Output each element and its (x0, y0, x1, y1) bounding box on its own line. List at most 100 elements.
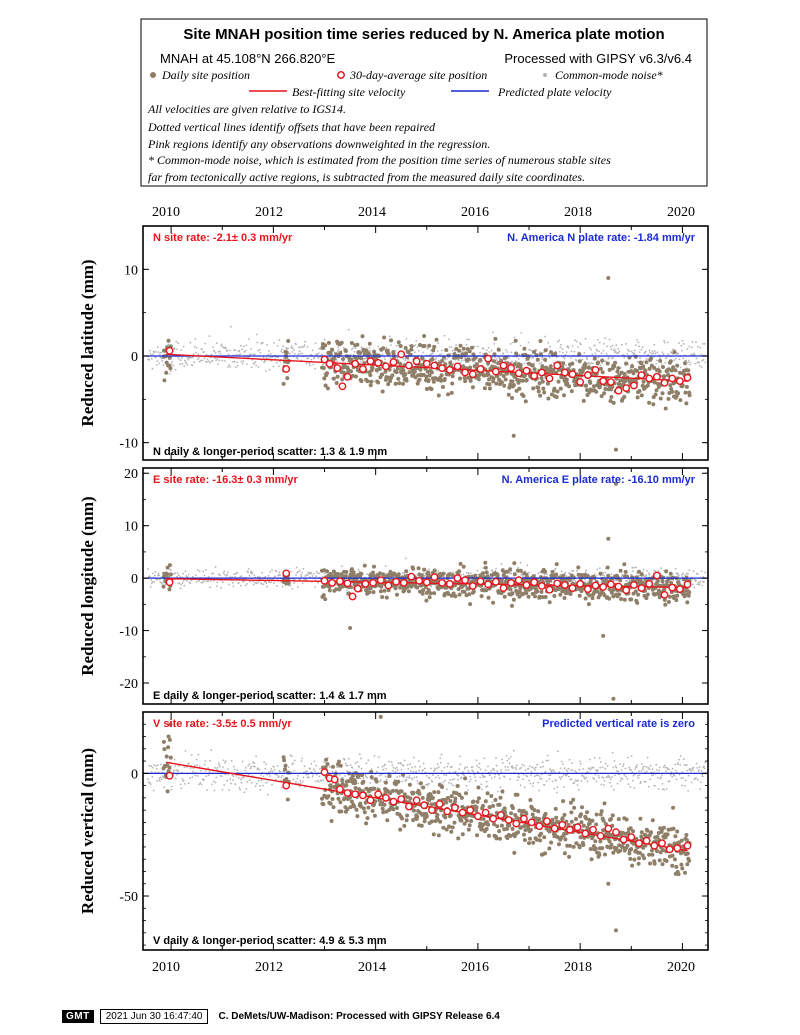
common-mode-point (697, 581, 700, 584)
daily-position-point (349, 799, 354, 804)
avg-position-point (384, 581, 393, 590)
daily-position-point (543, 357, 548, 362)
common-mode-point (478, 762, 481, 765)
common-mode-point (213, 789, 216, 792)
panel-east-frame (142, 467, 709, 705)
common-mode-point (642, 360, 645, 363)
daily-position-point (587, 593, 592, 598)
common-mode-point (302, 568, 305, 570)
common-mode-point (216, 766, 219, 769)
daily-position-point (499, 380, 504, 385)
common-mode-point (285, 347, 288, 349)
common-mode-point (639, 780, 642, 783)
common-mode-point (423, 767, 426, 770)
common-mode-point (584, 777, 586, 780)
common-mode-point (395, 770, 397, 773)
common-mode-point (569, 366, 572, 369)
daily-position-point (554, 370, 559, 375)
common-mode-point (223, 573, 226, 576)
daily-position-point (398, 361, 403, 366)
common-mode-point (318, 572, 321, 575)
daily-position-point (458, 561, 463, 566)
daily-position-point (510, 396, 514, 400)
daily-position-point (591, 384, 596, 389)
common-mode-point (508, 757, 510, 760)
daily-position-point (338, 800, 343, 805)
common-mode-point (674, 763, 677, 766)
avg-position-point (507, 364, 515, 372)
common-mode-point (703, 767, 706, 770)
common-mode-point (630, 573, 632, 576)
common-mode-point (609, 778, 612, 780)
common-mode-point (663, 788, 665, 791)
daily-position-point (609, 590, 614, 595)
common-mode-point (366, 573, 369, 575)
common-mode-point (422, 769, 424, 771)
common-mode-point (597, 769, 599, 772)
common-mode-point (598, 776, 600, 779)
daily-position-point (517, 594, 522, 599)
common-mode-point (527, 341, 530, 344)
common-mode-point (233, 573, 235, 575)
common-mode-point (192, 356, 194, 359)
common-mode-point (406, 764, 409, 766)
common-mode-point (538, 362, 541, 365)
common-mode-point (516, 779, 519, 781)
common-mode-point (296, 774, 299, 777)
common-mode-point (318, 775, 321, 778)
avg-position-point (381, 362, 390, 371)
avg-position-point (282, 365, 291, 373)
daily-position-point (444, 800, 449, 805)
common-mode-point (198, 357, 200, 359)
daily-position-point (359, 356, 364, 361)
daily-position-point (586, 365, 591, 370)
common-mode-point (480, 783, 483, 786)
daily-position-point (555, 389, 560, 394)
common-mode-point (560, 343, 562, 346)
common-mode-point (246, 363, 248, 365)
common-mode-point (292, 778, 295, 781)
daily-position-point (463, 379, 468, 384)
daily-position-point (543, 348, 548, 353)
common-mode-point (390, 344, 392, 346)
common-mode-point (447, 338, 450, 341)
daily-position-point (453, 796, 458, 801)
common-mode-point (260, 779, 263, 782)
daily-position-point (401, 368, 406, 373)
common-mode-point (408, 775, 411, 777)
common-mode-point (300, 573, 302, 576)
daily-position-point (447, 572, 452, 577)
common-mode-point (306, 770, 308, 772)
common-mode-point (666, 341, 669, 344)
common-mode-point (695, 777, 697, 779)
avg-position-point (328, 579, 337, 587)
daily-position-point (522, 373, 527, 378)
common-mode-point (244, 349, 247, 352)
common-mode-point (647, 785, 650, 788)
daily-position-point (331, 764, 335, 769)
common-mode-point (460, 359, 463, 362)
daily-position-point (554, 562, 559, 567)
common-mode-point (428, 782, 430, 785)
daily-position-point (377, 571, 382, 576)
common-mode-point (433, 770, 435, 772)
panel-vertical: -500 V site rate: -3.5± 0.5 mm/yr Predic… (78, 711, 709, 951)
common-mode-point (292, 578, 295, 581)
common-mode-point (299, 780, 302, 782)
daily-position-point (475, 362, 479, 367)
daily-position-point (639, 361, 644, 366)
common-mode-point (160, 778, 163, 781)
common-mode-point (701, 343, 704, 345)
common-mode-point (150, 579, 153, 581)
common-mode-point (225, 347, 227, 350)
daily-position-point (417, 791, 422, 796)
daily-position-point (380, 389, 385, 394)
common-mode-point (219, 352, 222, 355)
daily-position-point (349, 341, 354, 345)
common-mode-point (554, 569, 556, 571)
common-mode-point (312, 363, 315, 366)
common-mode-point (262, 356, 265, 359)
daily-position-point (577, 352, 582, 357)
common-mode-point (187, 573, 190, 576)
common-mode-point (228, 583, 231, 586)
